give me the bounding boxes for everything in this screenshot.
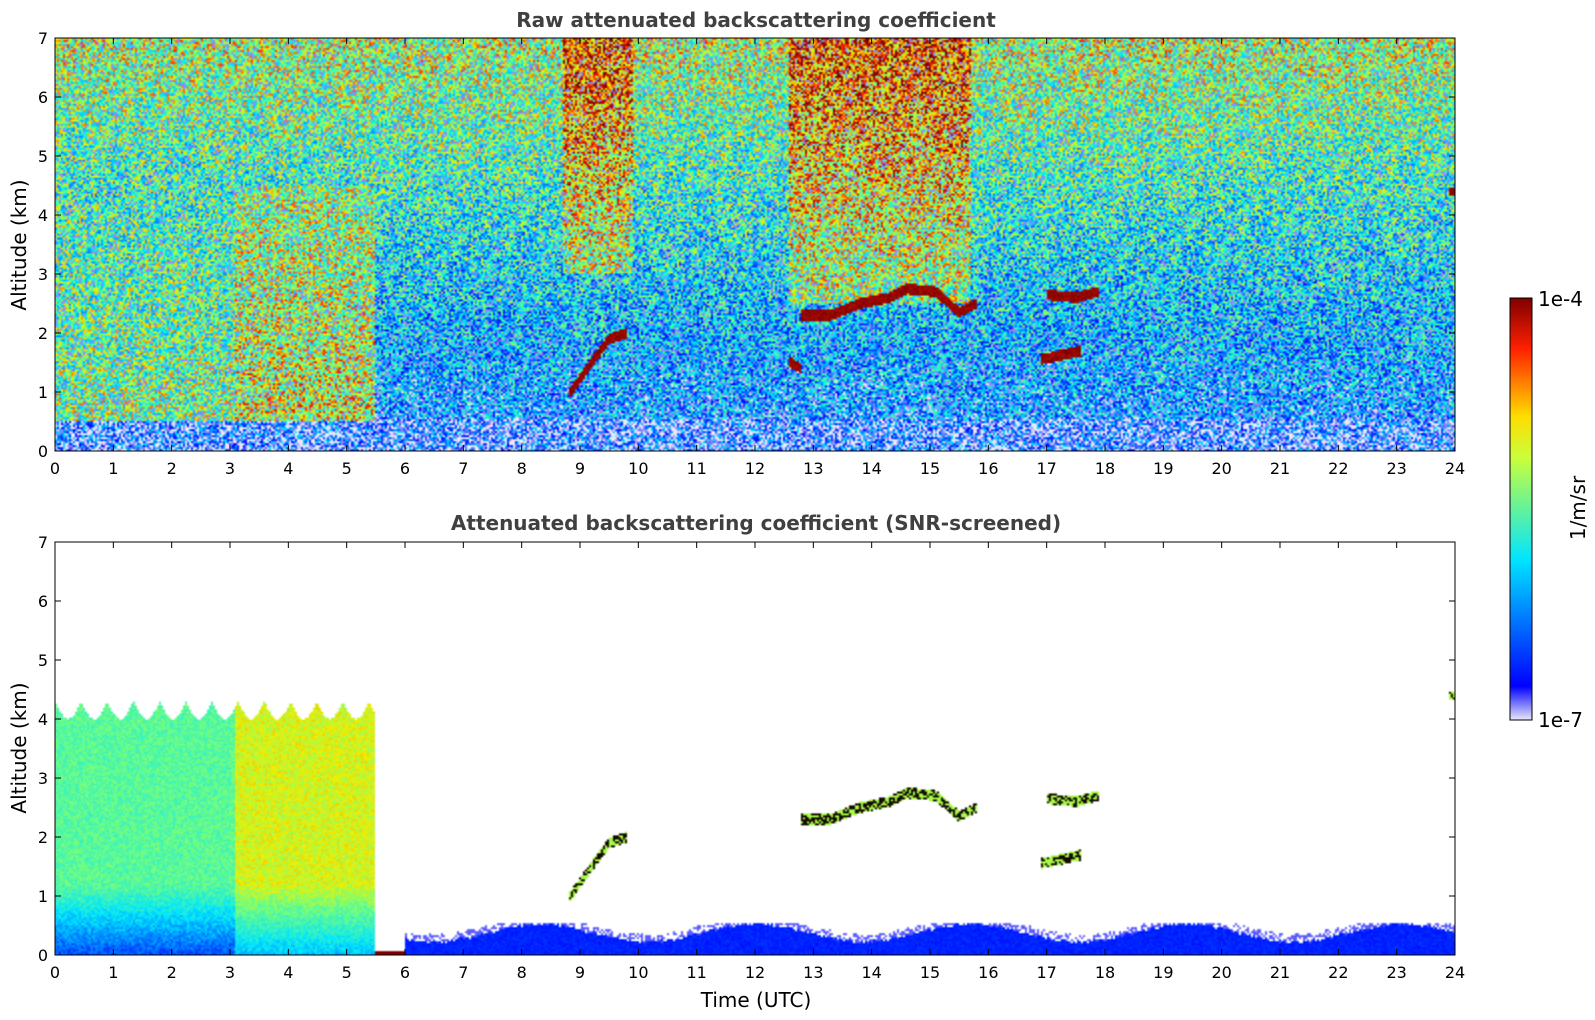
x-tick-label: 4 [283, 459, 293, 478]
bottom-chart-title: Attenuated backscattering coefficient (S… [451, 511, 1061, 535]
top-heatmap-container [55, 38, 1455, 451]
top-plot: 0 1 2 3 4 5 6 7 8 9 10 11 12 13 14 15 16 17 18 19 20 21 22 23 24… [38, 29, 1465, 478]
x-tick-label: 12 [745, 459, 765, 478]
y-tick-label: 3 [38, 769, 48, 788]
y-tick-label: 6 [38, 592, 48, 611]
x-tick-label: 13 [803, 963, 823, 982]
top-heatmap [55, 38, 1455, 451]
x-tick-label: 16 [978, 963, 998, 982]
y-tick-label: 7 [38, 29, 48, 48]
x-tick-label: 14 [861, 963, 881, 982]
bottom-x-ticks: 0 1 2 3 4 5 6 7 8 9 10 11 12 13 14 15 16 17 18 19 20 21 22 23 24 [50, 542, 1465, 982]
bottom-y-axis-label: Altitude (km) [7, 682, 31, 813]
y-tick-label: 7 [38, 533, 48, 552]
x-tick-label: 13 [803, 459, 823, 478]
x-tick-label: 19 [1153, 963, 1173, 982]
bottom-heatmap [55, 542, 1455, 955]
bottom-y-ticks: 0 1 2 3 4 5 6 7 [38, 533, 1455, 965]
x-tick-label: 12 [745, 963, 765, 982]
x-tick-label: 10 [628, 963, 648, 982]
colorbar-max-label: 1e-4 [1538, 287, 1583, 311]
x-tick-label: 17 [1036, 459, 1056, 478]
y-tick-label: 5 [38, 147, 48, 166]
y-tick-label: 2 [38, 828, 48, 847]
colorbar-unit-label: 1/m/sr [1566, 475, 1590, 540]
x-tick-label: 8 [517, 459, 527, 478]
x-tick-label: 1 [108, 963, 118, 982]
bottom-x-axis-label: Time (UTC) [700, 988, 812, 1012]
y-tick-label: 4 [38, 206, 48, 225]
x-tick-label: 4 [283, 963, 293, 982]
x-tick-label: 11 [686, 459, 706, 478]
y-tick-label: 0 [38, 946, 48, 965]
x-tick-label: 14 [861, 459, 881, 478]
y-tick-label: 1 [38, 383, 48, 402]
x-tick-label: 10 [628, 459, 648, 478]
x-tick-label: 7 [458, 963, 468, 982]
x-tick-label: 21 [1270, 963, 1290, 982]
x-tick-label: 15 [920, 459, 940, 478]
x-tick-label: 21 [1270, 459, 1290, 478]
bottom-heatmap-container [55, 542, 1455, 955]
colorbar-gradient [1509, 297, 1533, 721]
y-tick-label: 0 [38, 442, 48, 461]
x-tick-label: 3 [225, 459, 235, 478]
x-tick-label: 6 [400, 963, 410, 982]
x-tick-label: 18 [1095, 963, 1115, 982]
x-tick-label: 22 [1328, 459, 1348, 478]
x-tick-label: 1 [108, 459, 118, 478]
x-tick-label: 5 [342, 459, 352, 478]
x-tick-label: 11 [686, 963, 706, 982]
x-tick-label: 7 [458, 459, 468, 478]
x-tick-label: 19 [1153, 459, 1173, 478]
x-tick-label: 0 [50, 963, 60, 982]
x-tick-label: 18 [1095, 459, 1115, 478]
x-tick-label: 5 [342, 963, 352, 982]
x-tick-label: 16 [978, 459, 998, 478]
x-tick-label: 22 [1328, 963, 1348, 982]
x-tick-label: 6 [400, 459, 410, 478]
x-tick-label: 20 [1211, 963, 1231, 982]
x-tick-label: 24 [1445, 963, 1465, 982]
colorbar: 1e-4 1e-7 1/m/sr [1509, 287, 1590, 732]
y-tick-label: 4 [38, 710, 48, 729]
x-tick-label: 2 [167, 963, 177, 982]
x-tick-label: 15 [920, 963, 940, 982]
y-tick-label: 2 [38, 324, 48, 343]
top-x-ticks: 0 1 2 3 4 5 6 7 8 9 10 11 12 13 14 15 16 17 18 19 20 21 22 23 24 [50, 38, 1465, 478]
colorbar-min-label: 1e-7 [1538, 708, 1583, 732]
x-tick-label: 0 [50, 459, 60, 478]
bottom-plot: 0 1 2 3 4 5 6 7 8 9 10 11 12 13 14 15 16 17 18 19 20 21 22 23 24… [38, 533, 1465, 982]
top-y-ticks: 0 1 2 3 4 5 6 7 [38, 29, 1455, 461]
top-y-axis-label: Altitude (km) [7, 179, 31, 310]
x-tick-label: 9 [575, 963, 585, 982]
y-tick-label: 3 [38, 265, 48, 284]
x-tick-label: 24 [1445, 459, 1465, 478]
x-tick-label: 9 [575, 459, 585, 478]
top-chart-title: Raw attenuated backscattering coefficien… [516, 8, 996, 32]
x-tick-label: 8 [517, 963, 527, 982]
y-tick-label: 1 [38, 887, 48, 906]
x-tick-label: 20 [1211, 459, 1231, 478]
y-tick-label: 5 [38, 651, 48, 670]
x-tick-label: 23 [1386, 459, 1406, 478]
x-tick-label: 17 [1036, 963, 1056, 982]
x-tick-label: 2 [167, 459, 177, 478]
y-tick-label: 6 [38, 88, 48, 107]
x-tick-label: 23 [1386, 963, 1406, 982]
x-tick-label: 3 [225, 963, 235, 982]
